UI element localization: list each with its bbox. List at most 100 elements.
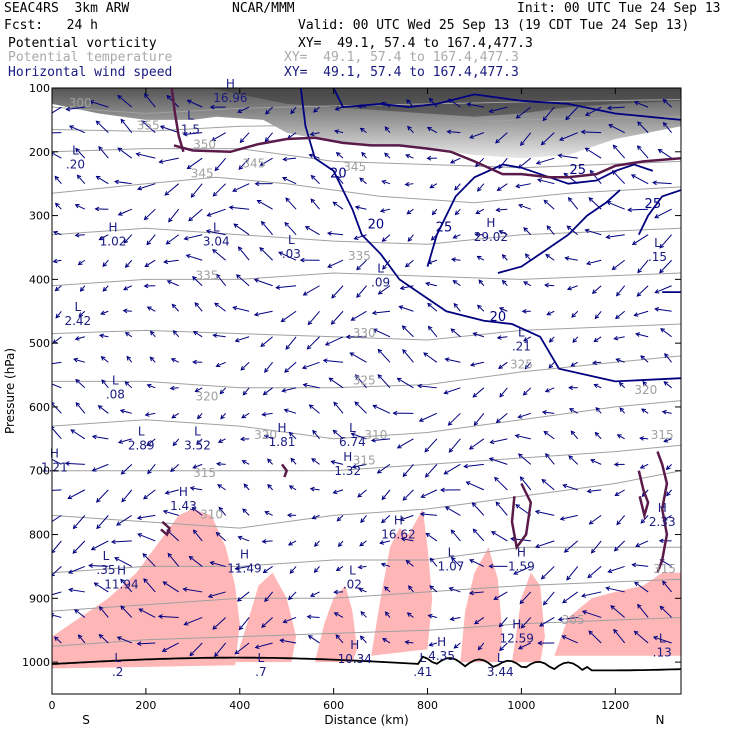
wind-vector-head bbox=[494, 476, 499, 482]
wind-vector-head bbox=[331, 293, 336, 299]
wind-vector-head bbox=[630, 174, 636, 179]
wind-vector bbox=[444, 463, 461, 475]
wind-vector-head bbox=[396, 444, 402, 449]
wind-vector-head bbox=[616, 291, 621, 297]
wind-vector-head bbox=[454, 185, 459, 191]
wind-vector bbox=[641, 408, 649, 414]
wind-vector bbox=[407, 234, 414, 242]
y-tick-label: 900 bbox=[29, 592, 50, 605]
x-tick-label: 800 bbox=[417, 699, 438, 712]
wind-vector bbox=[520, 476, 532, 491]
wind-vector bbox=[338, 540, 344, 547]
wind-vector-head bbox=[359, 127, 365, 133]
wind-vector-head bbox=[405, 559, 411, 565]
wind-vector bbox=[405, 183, 414, 186]
wind-vector-head bbox=[74, 232, 80, 238]
wind-vector-head bbox=[471, 502, 477, 507]
wind-vector-head bbox=[489, 439, 495, 445]
wind-vector bbox=[406, 560, 414, 567]
wind-vector bbox=[432, 208, 438, 215]
extremum-type: L bbox=[74, 300, 81, 314]
wind-vector-head bbox=[264, 597, 269, 603]
wind-vector-head bbox=[55, 313, 61, 319]
theta-isentrope bbox=[52, 546, 681, 574]
wind-vector bbox=[606, 234, 625, 238]
wind-vector bbox=[381, 489, 391, 500]
south-end-label: S bbox=[82, 713, 90, 727]
wind-vector-head bbox=[164, 490, 170, 495]
wind-vector bbox=[101, 379, 109, 389]
wind-vector bbox=[116, 514, 133, 526]
wind-vector bbox=[70, 429, 86, 440]
wind-vector-head bbox=[48, 112, 52, 115]
wind-vector-head bbox=[149, 330, 155, 336]
wind-vector bbox=[666, 464, 672, 470]
wind-vector-head bbox=[665, 465, 671, 471]
wind-vector bbox=[592, 285, 602, 294]
extremum-value: .02 bbox=[343, 577, 362, 591]
wind-vector bbox=[518, 157, 532, 169]
wind-vector-head bbox=[379, 208, 385, 213]
y-tick-label: 600 bbox=[29, 401, 50, 414]
wind-vector bbox=[428, 326, 438, 338]
wind-vector-head bbox=[171, 413, 177, 419]
wind-vector bbox=[402, 325, 414, 338]
wind-vector bbox=[519, 591, 532, 604]
wind-vector bbox=[78, 259, 86, 265]
wind-vector-head bbox=[192, 275, 197, 281]
theta-label: 345 bbox=[242, 157, 265, 171]
wind-vector bbox=[397, 438, 414, 449]
wind-vector bbox=[518, 204, 531, 210]
wind-vector-head bbox=[126, 355, 132, 361]
wind-vector bbox=[496, 208, 508, 211]
wind-vector-head bbox=[264, 511, 270, 516]
wind-vector-head bbox=[79, 287, 85, 292]
wind-vector-head bbox=[498, 230, 504, 235]
wind-vector-head bbox=[613, 546, 619, 552]
wind-vector-head bbox=[120, 605, 126, 611]
wind-vector bbox=[499, 642, 508, 651]
wind-vector bbox=[469, 438, 485, 450]
wind-vector-head bbox=[304, 226, 310, 231]
wind-vector bbox=[499, 230, 508, 236]
wind-vector-head bbox=[309, 592, 315, 597]
wind-vector-head bbox=[241, 414, 247, 419]
wind-vector bbox=[490, 438, 508, 444]
wind-vector-head bbox=[117, 439, 123, 444]
wind-speed-contour bbox=[332, 88, 681, 121]
wind-vector bbox=[542, 106, 555, 121]
theta-label: 330 bbox=[353, 326, 376, 340]
wind-vector bbox=[117, 636, 132, 644]
extremum-value: 1.02 bbox=[100, 234, 127, 248]
wind-vector-head bbox=[537, 640, 543, 646]
wind-vector-head bbox=[239, 436, 245, 442]
wind-vector bbox=[588, 630, 602, 644]
wind-vector-head bbox=[143, 494, 148, 500]
wind-vector bbox=[121, 463, 133, 475]
wind-vector-head bbox=[116, 636, 122, 641]
wind-vector-head bbox=[449, 159, 455, 164]
wind-vector-head bbox=[310, 198, 316, 204]
extremum-type: H bbox=[240, 548, 249, 562]
wind-vector-head bbox=[561, 635, 567, 640]
wind-vector bbox=[283, 616, 297, 623]
wind-vector-head bbox=[217, 438, 223, 443]
wind-vector bbox=[475, 208, 485, 214]
extremum-type: H bbox=[350, 638, 359, 652]
wind-vector-head bbox=[161, 647, 167, 652]
wind-vector bbox=[196, 438, 203, 445]
wind-vector bbox=[143, 578, 156, 593]
wind-vector bbox=[264, 434, 273, 440]
wind-vector bbox=[150, 331, 156, 338]
wind-vector bbox=[359, 177, 367, 185]
wind-vector bbox=[75, 336, 85, 340]
wind-vector bbox=[372, 310, 391, 314]
wind-vector bbox=[260, 157, 273, 166]
wind-vector-head bbox=[361, 151, 366, 157]
wind-vector bbox=[358, 565, 367, 569]
wind-vector bbox=[425, 282, 438, 287]
theta-isentrope bbox=[52, 444, 681, 472]
wind-vector-head bbox=[557, 153, 563, 159]
wind-vector bbox=[55, 285, 62, 291]
wind-vector-head bbox=[264, 368, 269, 373]
